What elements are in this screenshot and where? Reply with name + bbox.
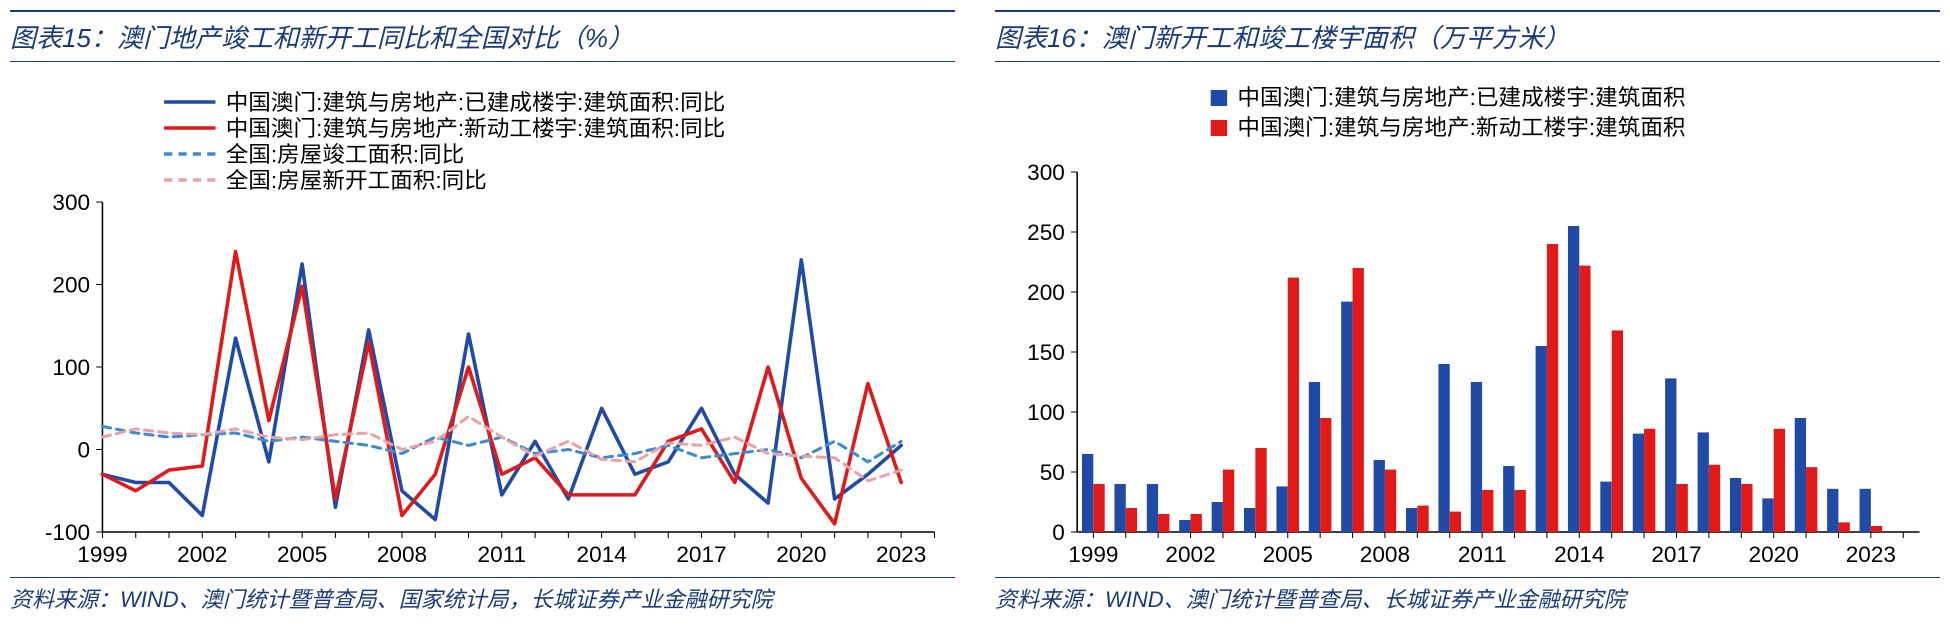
svg-text:中国澳门:建筑与房地产:已建成楼宇:建筑面积:同比: 中国澳门:建筑与房地产:已建成楼宇:建筑面积:同比: [226, 90, 726, 115]
panel-chart16: 图表16：澳门新开工和竣工楼宇面积（万平方米） 0 50 100 150 200 250 3…: [995, 10, 1940, 614]
svg-text:0: 0: [78, 438, 91, 463]
svg-text:2008: 2008: [377, 542, 427, 567]
svg-text:250: 250: [1027, 220, 1065, 245]
svg-text:全国:房屋竣工面积:同比: 全国:房屋竣工面积:同比: [226, 142, 464, 167]
svg-text:200: 200: [1027, 280, 1065, 305]
svg-text:全国:房屋新开工面积:同比: 全国:房屋新开工面积:同比: [226, 168, 487, 193]
svg-text:2002: 2002: [177, 542, 227, 567]
chart16-title: 图表16：澳门新开工和竣工楼宇面积（万平方米）: [995, 10, 1940, 62]
svg-text:2011: 2011: [1458, 542, 1507, 567]
svg-text:50: 50: [1040, 460, 1065, 485]
svg-text:中国澳门:建筑与房地产:新动工楼宇:建筑面积:同比: 中国澳门:建筑与房地产:新动工楼宇:建筑面积:同比: [226, 116, 726, 141]
svg-text:150: 150: [1027, 340, 1065, 365]
svg-text:2020: 2020: [1749, 542, 1799, 567]
svg-text:1999: 1999: [77, 542, 127, 567]
svg-text:1999: 1999: [1068, 542, 1118, 567]
svg-text:2014: 2014: [577, 542, 627, 567]
chart15-title: 图表15：澳门地产竣工和新开工同比和全国对比（%）: [10, 10, 955, 62]
svg-text:2008: 2008: [1360, 542, 1410, 567]
svg-text:300: 300: [1027, 160, 1065, 185]
svg-text:2011: 2011: [478, 542, 527, 567]
svg-text:2023: 2023: [1846, 542, 1896, 567]
svg-text:中国澳门:建筑与房地产:新动工楼宇:建筑面积: 中国澳门:建筑与房地产:新动工楼宇:建筑面积: [1237, 115, 1685, 140]
svg-text:2005: 2005: [1263, 542, 1313, 567]
svg-text:2020: 2020: [776, 542, 826, 567]
svg-text:2023: 2023: [876, 542, 926, 567]
chart15-source: 资料来源：WIND、澳门统计暨普查局、国家统计局，长城证券产业金融研究院: [10, 577, 955, 614]
svg-text:2017: 2017: [1651, 542, 1701, 567]
svg-text:100: 100: [1027, 400, 1065, 425]
svg-text:2017: 2017: [676, 542, 726, 567]
svg-text:中国澳门:建筑与房地产:已建成楼宇:建筑面积: 中国澳门:建筑与房地产:已建成楼宇:建筑面积: [1237, 85, 1685, 110]
svg-text:100: 100: [52, 355, 90, 380]
chart16-source: 资料来源：WIND、澳门统计暨普查局、长城证券产业金融研究院: [995, 577, 1940, 614]
panel-chart15: 图表15：澳门地产竣工和新开工同比和全国对比（%） -100 0 100 200 300…: [10, 10, 955, 614]
svg-text:0: 0: [1052, 520, 1065, 545]
svg-text:300: 300: [52, 190, 90, 215]
svg-text:-100: -100: [45, 520, 90, 545]
svg-text:2005: 2005: [277, 542, 327, 567]
chart15-plot: -100 0 100 200 300 1999 2002 2005 2008 2011 2014 20…: [10, 72, 955, 572]
svg-text:2014: 2014: [1554, 542, 1604, 567]
chart-panels: 图表15：澳门地产竣工和新开工同比和全国对比（%） -100 0 100 200 300…: [10, 10, 1940, 614]
svg-text:200: 200: [52, 273, 90, 298]
svg-text:2002: 2002: [1165, 542, 1215, 567]
chart16-plot: 0 50 100 150 200 250 300 1999 2002 2005 2008 2011 20…: [995, 72, 1940, 572]
